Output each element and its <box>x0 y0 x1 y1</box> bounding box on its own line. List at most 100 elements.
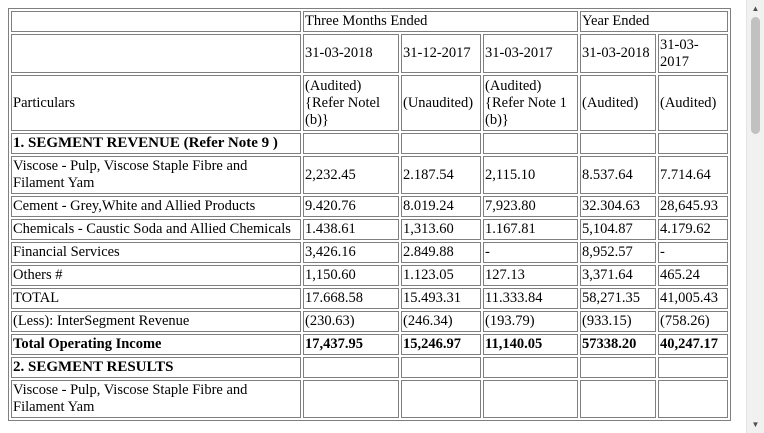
row-label: Viscose - Pulp, Viscose Staple Fibre and… <box>11 380 301 418</box>
value-cell <box>658 357 728 378</box>
value-cell: 8.019.24 <box>401 196 481 217</box>
value-cell <box>483 380 578 418</box>
value-cell <box>401 380 481 418</box>
value-cell <box>580 380 656 418</box>
value-cell: 57338.20 <box>580 334 656 355</box>
value-cell: 1.167.81 <box>483 219 578 240</box>
value-cell: 1,313.60 <box>401 219 481 240</box>
table-row: Cement - Grey,White and Allied Products 9… <box>11 196 728 217</box>
table-row: (Less): InterSegment Revenue (230.63) (246… <box>11 311 728 332</box>
value-cell <box>658 133 728 154</box>
date-header: 31-03-2018 <box>303 34 399 73</box>
value-cell <box>658 380 728 418</box>
value-cell: 5,104.87 <box>580 219 656 240</box>
value-cell: (933.15) <box>580 311 656 332</box>
table-row: 1. SEGMENT REVENUE (Refer Note 9 ) <box>11 133 728 154</box>
row-label: TOTAL <box>11 288 301 309</box>
value-cell: 28,645.93 <box>658 196 728 217</box>
value-cell: (758.26) <box>658 311 728 332</box>
value-cell: 32.304.63 <box>580 196 656 217</box>
header-row-status: Particulars (Audited) {Refer Notel (b)} … <box>11 75 728 131</box>
table-row: Others #1,150.60 1.123.05 127.13 3,371.64 46… <box>11 265 728 286</box>
status-header: (Audited) {Refer Notel (b)} <box>303 75 399 131</box>
scroll-down-arrow-icon[interactable]: ▼ <box>751 420 760 429</box>
value-cell: 1.438.61 <box>303 219 399 240</box>
row-label: 2. SEGMENT RESULTS <box>11 357 301 378</box>
date-header: 31-03-2017 <box>483 34 578 73</box>
row-label: (Less): InterSegment Revenue <box>11 311 301 332</box>
value-cell: 127.13 <box>483 265 578 286</box>
value-cell: 465.24 <box>658 265 728 286</box>
document-viewport: Three Months Ended Year Ended 31-03-2018… <box>8 8 731 421</box>
value-cell: 2,232.45 <box>303 156 399 194</box>
value-cell: - <box>483 242 578 263</box>
value-cell: 8.537.64 <box>580 156 656 194</box>
value-cell: 2.849.88 <box>401 242 481 263</box>
value-cell <box>401 133 481 154</box>
status-header: (Audited) <box>580 75 656 131</box>
date-header: 31-03-2017 <box>658 34 728 73</box>
status-header: (Audited) {Refer Note 1 (b)} <box>483 75 578 131</box>
value-cell <box>303 357 399 378</box>
header-row-dates: 31-03-2018 31-12-2017 31-03-2017 31-03-2… <box>11 34 728 73</box>
value-cell: 8,952.57 <box>580 242 656 263</box>
header-empty-cell <box>11 34 301 73</box>
value-cell: 1,150.60 <box>303 265 399 286</box>
row-label: Cement - Grey,White and Allied Products <box>11 196 301 217</box>
row-label: 1. SEGMENT REVENUE (Refer Note 9 ) <box>11 133 301 154</box>
value-cell <box>580 357 656 378</box>
table-row: Viscose - Pulp, Viscose Staple Fibre and… <box>11 380 728 418</box>
table-row: Viscose - Pulp, Viscose Staple Fibre and… <box>11 156 728 194</box>
year-ended-header: Year Ended <box>580 11 728 32</box>
status-header: (Unaudited) <box>401 75 481 131</box>
header-row-period: Three Months Ended Year Ended <box>11 11 728 32</box>
scroll-thumb[interactable] <box>751 17 760 134</box>
value-cell: 7.714.64 <box>658 156 728 194</box>
row-label: Total Operating Income <box>11 334 301 355</box>
value-cell: 2,115.10 <box>483 156 578 194</box>
value-cell <box>401 357 481 378</box>
value-cell: 3,426.16 <box>303 242 399 263</box>
row-label: Financial Services <box>11 242 301 263</box>
header-empty-cell <box>11 11 301 32</box>
value-cell: 3,371.64 <box>580 265 656 286</box>
scroll-up-arrow-icon[interactable]: ▲ <box>751 4 760 13</box>
table-row: Total Operating Income 17,437.95 15,246.97… <box>11 334 728 355</box>
value-cell <box>483 133 578 154</box>
value-cell: - <box>658 242 728 263</box>
value-cell: (193.79) <box>483 311 578 332</box>
table-row: TOTAL 17.668.58 15.493.31 11.333.84 58,271.3… <box>11 288 728 309</box>
financial-results-table: Three Months Ended Year Ended 31-03-2018… <box>8 8 731 421</box>
table-row: 2. SEGMENT RESULTS <box>11 357 728 378</box>
value-cell: 15.493.31 <box>401 288 481 309</box>
value-cell: 11.333.84 <box>483 288 578 309</box>
date-header: 31-03-2018 <box>580 34 656 73</box>
row-label: Viscose - Pulp, Viscose Staple Fibre and… <box>11 156 301 194</box>
value-cell: 7,923.80 <box>483 196 578 217</box>
value-cell: 1.123.05 <box>401 265 481 286</box>
value-cell: (230.63) <box>303 311 399 332</box>
value-cell: 17.668.58 <box>303 288 399 309</box>
value-cell <box>483 357 578 378</box>
date-header: 31-12-2017 <box>401 34 481 73</box>
table-row: Chemicals - Caustic Soda and Allied Chem… <box>11 219 728 240</box>
row-label: Others # <box>11 265 301 286</box>
value-cell: 2.187.54 <box>401 156 481 194</box>
value-cell: 40,247.17 <box>658 334 728 355</box>
value-cell: (246.34) <box>401 311 481 332</box>
value-cell <box>303 133 399 154</box>
table-row: Financial Services 3,426.16 2.849.88-8,952… <box>11 242 728 263</box>
value-cell: 15,246.97 <box>401 334 481 355</box>
status-header: (Audited) <box>658 75 728 131</box>
value-cell: 17,437.95 <box>303 334 399 355</box>
value-cell: 9.420.76 <box>303 196 399 217</box>
value-cell <box>580 133 656 154</box>
value-cell: 4.179.62 <box>658 219 728 240</box>
row-label: Chemicals - Caustic Soda and Allied Chem… <box>11 219 301 240</box>
value-cell: 58,271.35 <box>580 288 656 309</box>
value-cell <box>303 380 399 418</box>
particulars-header: Particulars <box>11 75 301 131</box>
vertical-scrollbar[interactable]: ▲ ▼ <box>746 0 764 433</box>
value-cell: 41,005.43 <box>658 288 728 309</box>
value-cell: 11,140.05 <box>483 334 578 355</box>
